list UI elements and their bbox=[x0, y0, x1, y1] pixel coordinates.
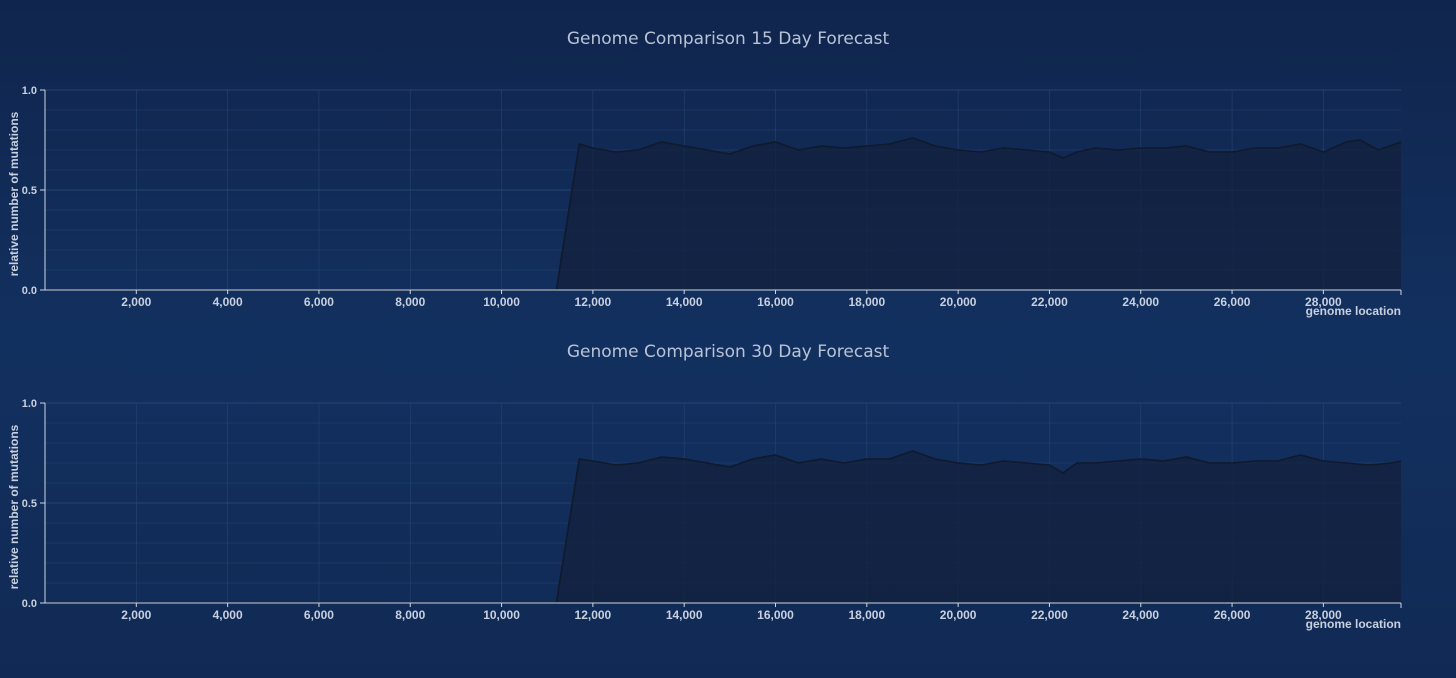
series-area bbox=[45, 138, 1401, 290]
series-line bbox=[45, 137, 1402, 291]
x-tick-label: 20,000 bbox=[940, 295, 977, 309]
x-tick-label: 8,000 bbox=[395, 295, 425, 309]
y-tick-label: 0.0 bbox=[22, 285, 37, 297]
x-tick-label: 4,000 bbox=[213, 608, 243, 622]
y-axis-label: relative number of mutations bbox=[7, 424, 21, 589]
x-tick-label: 22,000 bbox=[1031, 295, 1068, 309]
x-tick-label: 10,000 bbox=[483, 295, 520, 309]
y-tick-label: 0.0 bbox=[22, 598, 37, 610]
x-tick-label: 14,000 bbox=[666, 295, 703, 309]
x-tick-label: 8,000 bbox=[395, 608, 425, 622]
x-tick-label: 12,000 bbox=[575, 608, 612, 622]
y-tick-label: 0.5 bbox=[22, 498, 37, 510]
x-tick-label: 18,000 bbox=[848, 608, 885, 622]
chart-title-15-day: Genome Comparison 15 Day Forecast bbox=[566, 29, 890, 49]
x-tick-label: 28,000 bbox=[1305, 608, 1342, 622]
x-tick-label: 24,000 bbox=[1122, 608, 1159, 622]
x-tick-label: 26,000 bbox=[1214, 295, 1251, 309]
x-axis-label: genome location bbox=[1306, 617, 1401, 631]
x-tick-label: 16,000 bbox=[757, 608, 794, 622]
y-tick-label: 1.0 bbox=[22, 85, 37, 97]
x-tick-label: 14,000 bbox=[666, 608, 703, 622]
y-axis-label: relative number of mutations bbox=[7, 111, 21, 276]
x-tick-label: 20,000 bbox=[940, 608, 977, 622]
y-tick-label: 0.5 bbox=[22, 185, 37, 197]
x-tick-label: 2,000 bbox=[121, 295, 151, 309]
x-tick-label: 28,000 bbox=[1305, 295, 1342, 309]
series-area bbox=[45, 451, 1401, 603]
x-tick-label: 16,000 bbox=[757, 295, 794, 309]
chart-15-day-forecast: 2,000 4,000 6,000 8,000 10,000 12,000 14,000 16… bbox=[7, 85, 1402, 318]
chart-30-day-forecast: 2,000 4,000 6,000 8,000 10,000 12,000 14,000 16… bbox=[7, 398, 1402, 631]
x-axis-label: genome location bbox=[1306, 304, 1401, 318]
x-tick-label: 26,000 bbox=[1214, 608, 1251, 622]
x-tick-label: 2,000 bbox=[121, 608, 151, 622]
x-tick-label: 22,000 bbox=[1031, 608, 1068, 622]
y-tick-label: 1.0 bbox=[22, 398, 37, 410]
x-tick-label: 6,000 bbox=[304, 608, 334, 622]
x-tick-label: 10,000 bbox=[483, 608, 520, 622]
series-line bbox=[45, 450, 1402, 604]
x-tick-label: 18,000 bbox=[848, 295, 885, 309]
x-tick-label: 12,000 bbox=[575, 295, 612, 309]
x-tick-label: 4,000 bbox=[213, 295, 243, 309]
x-tick-label: 24,000 bbox=[1122, 295, 1159, 309]
chart-title-30-day: Genome Comparison 30 Day Forecast bbox=[566, 342, 890, 362]
x-tick-label: 6,000 bbox=[304, 295, 334, 309]
